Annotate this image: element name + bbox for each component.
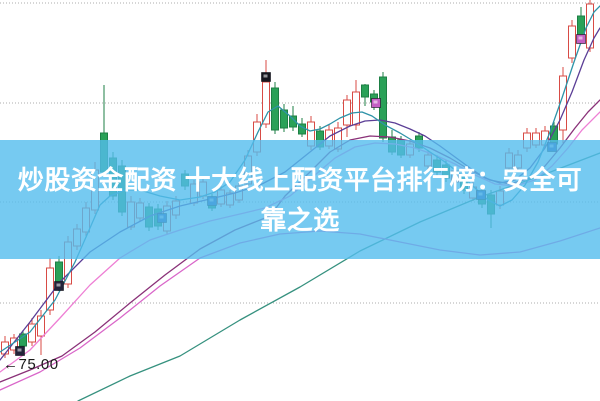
price-label-value: 75.00 xyxy=(18,356,59,373)
left-arrow-icon: ← xyxy=(3,356,19,373)
price-label: ←75.00 xyxy=(3,356,59,373)
